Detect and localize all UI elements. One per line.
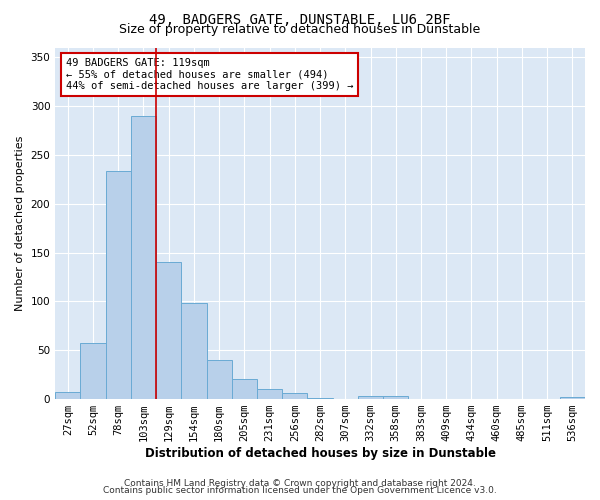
Bar [181, 304, 206, 399]
Bar [383, 396, 409, 399]
Bar [131, 116, 156, 399]
Y-axis label: Number of detached properties: Number of detached properties [15, 136, 25, 311]
Bar [156, 262, 181, 399]
Bar [206, 360, 232, 399]
Bar [232, 378, 257, 399]
Bar [80, 344, 106, 399]
Bar [560, 397, 585, 399]
Bar [307, 398, 332, 399]
Bar [106, 170, 131, 399]
Bar [282, 393, 307, 399]
Bar [257, 390, 282, 399]
Text: 49, BADGERS GATE, DUNSTABLE, LU6 2BF: 49, BADGERS GATE, DUNSTABLE, LU6 2BF [149, 12, 451, 26]
X-axis label: Distribution of detached houses by size in Dunstable: Distribution of detached houses by size … [145, 447, 496, 460]
Bar [55, 392, 80, 399]
Text: Size of property relative to detached houses in Dunstable: Size of property relative to detached ho… [119, 22, 481, 36]
Text: Contains public sector information licensed under the Open Government Licence v3: Contains public sector information licen… [103, 486, 497, 495]
Text: 49 BADGERS GATE: 119sqm
← 55% of detached houses are smaller (494)
44% of semi-d: 49 BADGERS GATE: 119sqm ← 55% of detache… [66, 58, 353, 91]
Bar [358, 396, 383, 399]
Text: Contains HM Land Registry data © Crown copyright and database right 2024.: Contains HM Land Registry data © Crown c… [124, 478, 476, 488]
